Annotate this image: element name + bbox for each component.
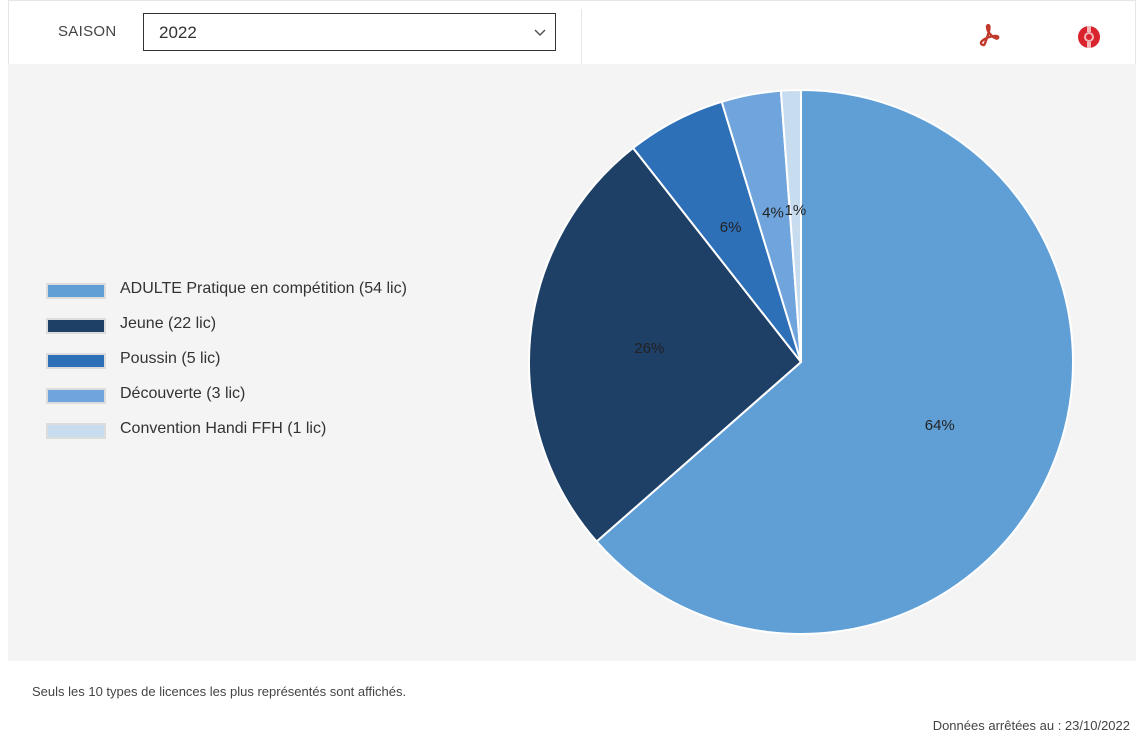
legend-swatch-4 xyxy=(46,388,106,404)
legend-swatch-2 xyxy=(46,318,106,334)
legend-item-5[interactable]: Convention Handi FFH (1 lic) xyxy=(46,420,486,455)
season-select[interactable]: 2022 xyxy=(143,13,556,51)
chart-legend: ADULTE Pratique en compétition (54 lic) J… xyxy=(46,280,486,455)
pie-slice-5[interactable] xyxy=(779,88,802,363)
legend-item-1[interactable]: ADULTE Pratique en compétition (54 lic) xyxy=(46,280,486,315)
chart-area: ADULTE Pratique en compétition (54 lic) J… xyxy=(8,64,1136,661)
footer-note: Seuls les 10 types de licences les plus … xyxy=(32,684,407,699)
pie-slice-label-2: 26% xyxy=(634,340,664,357)
toolbar-divider xyxy=(581,9,582,65)
legend-swatch-1 xyxy=(46,283,106,299)
season-label: SAISON xyxy=(58,23,117,40)
pdf-icon[interactable] xyxy=(975,21,1003,49)
legend-item-3[interactable]: Poussin (5 lic) xyxy=(46,350,486,385)
legend-label-1: ADULTE Pratique en compétition (54 lic) xyxy=(120,280,407,297)
legend-label-4: Découverte (3 lic) xyxy=(120,385,246,402)
help-icon[interactable] xyxy=(1077,25,1101,49)
pie-slice-label-1: 64% xyxy=(925,417,955,434)
pie-slice-2[interactable] xyxy=(528,146,803,543)
legend-label-2: Jeune (22 lic) xyxy=(120,315,217,332)
pie-slice-1[interactable] xyxy=(595,88,1074,635)
legend-swatch-3 xyxy=(46,353,106,369)
pie-slice-label-5: 1% xyxy=(785,202,807,219)
season-select-value: 2022 xyxy=(159,23,197,42)
legend-label-3: Poussin (5 lic) xyxy=(120,350,221,367)
pie-chart: 64% 26% 6% 4% 1% xyxy=(528,88,1074,635)
chevron-down-icon xyxy=(534,29,546,37)
footer-date: Données arrêtées au : 23/10/2022 xyxy=(932,718,1130,733)
legend-item-2[interactable]: Jeune (22 lic) xyxy=(46,315,486,350)
legend-item-4[interactable]: Découverte (3 lic) xyxy=(46,385,486,420)
legend-label-5: Convention Handi FFH (1 lic) xyxy=(120,420,327,437)
legend-swatch-5 xyxy=(46,423,106,439)
pie-slice-label-4: 4% xyxy=(762,204,784,221)
toolbar: SAISON 2022 xyxy=(8,0,1136,65)
pie-slice-label-3: 6% xyxy=(720,219,742,236)
